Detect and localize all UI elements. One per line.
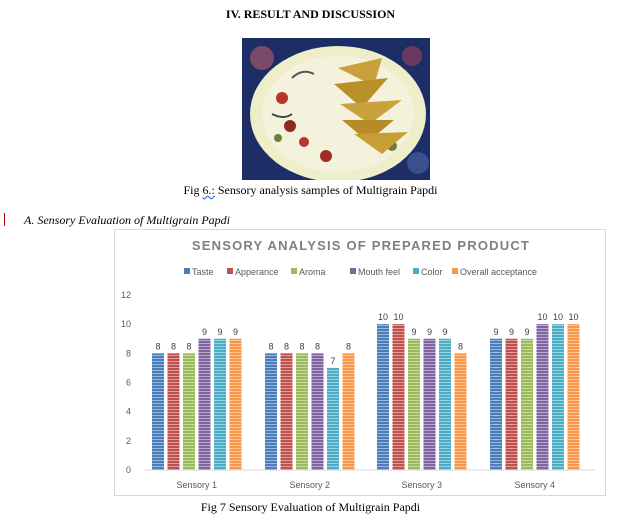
legend-label-3: Mouth feel — [358, 267, 400, 277]
data-label-0-3: 9 — [202, 327, 207, 337]
data-label-1-0: 8 — [268, 341, 273, 351]
data-label-2-0: 10 — [378, 312, 388, 322]
y-tick-0: 0 — [126, 465, 131, 475]
bar-3-2 — [521, 338, 533, 470]
fig6-number: 6.: — [202, 183, 215, 197]
y-tick-3: 6 — [126, 378, 131, 388]
bar-1-2 — [296, 353, 308, 470]
bar-0-1 — [167, 353, 180, 470]
x-tick-3: Sensory 4 — [514, 480, 555, 490]
chart-title: SENSORY ANALYSIS OF PREPARED PRODUCT — [192, 238, 530, 253]
data-label-2-2: 9 — [411, 327, 416, 337]
data-label-0-0: 8 — [155, 341, 160, 351]
x-tick-0: Sensory 1 — [176, 480, 217, 490]
bar-1-1 — [280, 353, 293, 470]
section-heading: IV. RESULT AND DISCUSSION — [225, 7, 396, 21]
bar-2-0 — [377, 324, 389, 470]
legend-swatch-2 — [291, 268, 297, 274]
y-tick-6: 12 — [121, 290, 131, 300]
data-label-0-1: 8 — [171, 341, 176, 351]
bar-3-3 — [536, 324, 549, 470]
bar-3-5 — [567, 324, 580, 470]
bar-2-3 — [423, 338, 436, 470]
data-label-0-5: 9 — [233, 327, 238, 337]
bar-0-0 — [152, 353, 164, 470]
data-label-0-4: 9 — [217, 327, 222, 337]
data-label-1-3: 8 — [315, 341, 320, 351]
fig6-prefix: Fig — [183, 183, 203, 197]
data-label-3-4: 10 — [553, 312, 563, 322]
data-label-3-5: 10 — [568, 312, 578, 322]
y-tick-2: 4 — [126, 407, 131, 417]
legend-label-1: Apperance — [235, 267, 279, 277]
legend-swatch-4 — [413, 268, 419, 274]
legend-label-2: Aroma — [299, 267, 326, 277]
data-label-1-1: 8 — [284, 341, 289, 351]
bar-0-2 — [183, 353, 195, 470]
data-label-1-2: 8 — [299, 341, 304, 351]
papdi-photo — [242, 38, 430, 180]
legend-label-5: Overall acceptance — [460, 267, 537, 277]
y-tick-5: 10 — [121, 319, 131, 329]
bar-0-3 — [198, 338, 211, 470]
x-tick-2: Sensory 3 — [401, 480, 442, 490]
data-label-1-5: 8 — [346, 341, 351, 351]
data-label-2-3: 9 — [427, 327, 432, 337]
fig6-text: Sensory analysis samples of Multigrain P… — [214, 183, 438, 197]
bar-3-4 — [552, 324, 564, 470]
legend-label-0: Taste — [192, 267, 214, 277]
x-tick-1: Sensory 2 — [289, 480, 330, 490]
bar-1-4 — [327, 367, 339, 470]
bar-3-0 — [490, 338, 502, 470]
data-label-1-4: 7 — [330, 356, 335, 366]
sensory-chart: SENSORY ANALYSIS OF PREPARED PRODUCT Tast… — [114, 229, 606, 496]
data-label-0-2: 8 — [186, 341, 191, 351]
y-tick-1: 2 — [126, 436, 131, 446]
chart-svg: SENSORY ANALYSIS OF PREPARED PRODUCT Tast… — [121, 238, 595, 490]
y-tick-4: 8 — [126, 348, 131, 358]
subsection-title: A. Sensory Evaluation of Multigrain Papd… — [24, 213, 230, 227]
bar-3-1 — [505, 338, 518, 470]
bar-1-0 — [265, 353, 277, 470]
legend-label-4: Color — [421, 267, 443, 277]
legend-swatch-0 — [184, 268, 190, 274]
bar-0-4 — [214, 338, 226, 470]
bar-2-1 — [392, 324, 405, 470]
legend-swatch-3 — [350, 268, 356, 274]
data-label-3-0: 9 — [493, 327, 498, 337]
bar-2-2 — [408, 338, 420, 470]
data-label-3-1: 9 — [509, 327, 514, 337]
data-label-2-1: 10 — [393, 312, 403, 322]
data-label-3-2: 9 — [524, 327, 529, 337]
legend-swatch-5 — [452, 268, 458, 274]
data-label-2-4: 9 — [442, 327, 447, 337]
bar-2-5 — [454, 353, 467, 470]
figure-7-caption: Fig 7 Sensory Evaluation of Multigrain P… — [200, 500, 421, 514]
data-label-3-3: 10 — [537, 312, 547, 322]
figure-6-caption: Fig 6.: Sensory analysis samples of Mult… — [0, 183, 621, 198]
bar-1-3 — [311, 353, 324, 470]
bar-1-5 — [342, 353, 355, 470]
bar-0-5 — [229, 338, 242, 470]
legend-swatch-1 — [227, 268, 233, 274]
bar-2-4 — [439, 338, 451, 470]
change-marker — [4, 213, 5, 226]
data-label-2-5: 8 — [458, 341, 463, 351]
